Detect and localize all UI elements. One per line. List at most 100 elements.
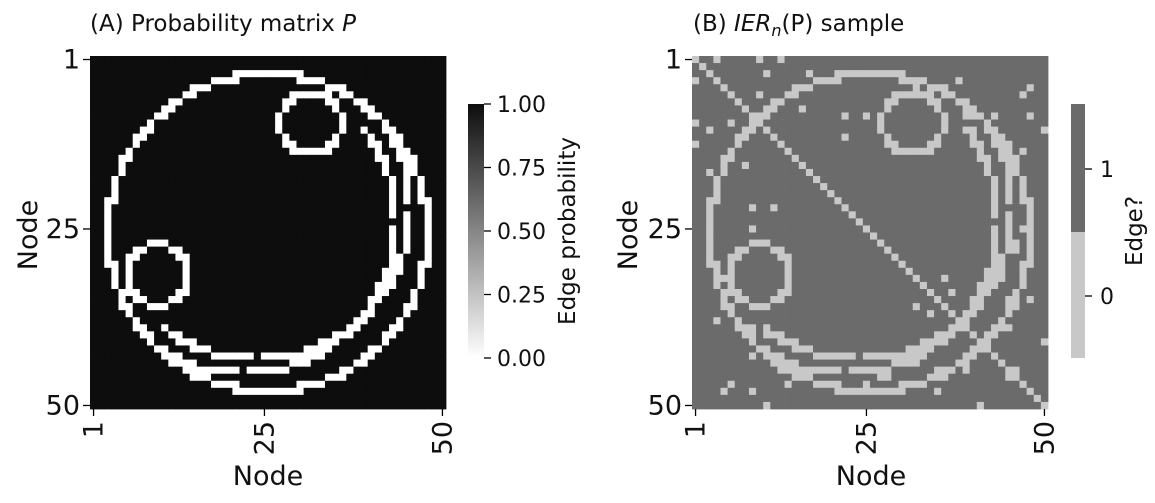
heatmap-cell <box>275 105 283 112</box>
heatmap-cell <box>368 127 376 134</box>
heatmap-cell <box>849 310 857 317</box>
heatmap-cell <box>906 367 914 374</box>
heatmap-cell <box>168 84 176 91</box>
heatmap-cell <box>842 247 850 254</box>
heatmap-cell <box>984 395 992 402</box>
heatmap-cell <box>877 134 885 141</box>
heatmap-cell <box>268 233 276 240</box>
heatmap-cell <box>190 148 198 155</box>
heatmap-cell <box>261 395 269 402</box>
heatmap-cell <box>126 374 134 381</box>
heatmap-cell <box>842 296 850 303</box>
heatmap-cell <box>425 120 433 127</box>
heatmap-cell <box>934 98 942 105</box>
heatmap-cell <box>970 296 978 303</box>
heatmap-cell <box>240 296 248 303</box>
heatmap-cell <box>375 289 383 296</box>
heatmap-cell <box>361 289 369 296</box>
heatmap-cell <box>90 77 98 84</box>
heatmap-cell <box>692 84 700 91</box>
heatmap-cell <box>332 367 340 374</box>
heatmap-cell <box>1034 331 1042 338</box>
heatmap-cell <box>296 63 304 70</box>
heatmap-cell <box>389 155 397 162</box>
heatmap-cell <box>175 282 183 289</box>
heatmap-cell <box>749 317 757 324</box>
heatmap-cell <box>756 127 764 134</box>
heatmap-cell <box>147 353 155 360</box>
heatmap-cell <box>90 197 98 204</box>
heatmap-cell <box>168 275 176 282</box>
heatmap-cell <box>706 317 714 324</box>
heatmap-cell <box>1034 303 1042 310</box>
heatmap-cell <box>720 247 728 254</box>
heatmap-cell <box>799 324 807 331</box>
heatmap-cell <box>403 374 411 381</box>
heatmap-cell <box>906 374 914 381</box>
heatmap-cell <box>1027 120 1035 127</box>
heatmap-cell <box>339 204 347 211</box>
heatmap-cell <box>834 331 842 338</box>
heatmap-cell <box>984 233 992 240</box>
heatmap-cell <box>375 77 383 84</box>
heatmap-cell <box>884 233 892 240</box>
heatmap-cell <box>770 183 778 190</box>
heatmap-cell <box>111 105 119 112</box>
heatmap-cell <box>289 211 297 218</box>
heatmap-cell <box>175 134 183 141</box>
heatmap-cell <box>799 77 807 84</box>
heatmap-cell <box>311 360 319 367</box>
heatmap-cell <box>763 317 771 324</box>
heatmap-cell <box>970 275 978 282</box>
heatmap-cell <box>311 162 319 169</box>
heatmap-cell <box>275 367 283 374</box>
heatmap-cell <box>756 345 764 352</box>
heatmap-cell <box>699 84 707 91</box>
heatmap-cell <box>304 169 312 176</box>
heatmap-cell <box>183 324 191 331</box>
heatmap-cell <box>353 247 361 254</box>
heatmap-cell <box>941 268 949 275</box>
heatmap-cell <box>389 374 397 381</box>
heatmap-cell <box>927 289 935 296</box>
heatmap-cell <box>325 169 333 176</box>
heatmap-cell <box>699 120 707 127</box>
heatmap-cell <box>118 275 126 282</box>
heatmap-cell <box>104 388 112 395</box>
heatmap-cell <box>275 183 283 190</box>
heatmap-cell <box>361 240 369 247</box>
heatmap-cell <box>382 162 390 169</box>
heatmap-cell <box>261 317 269 324</box>
heatmap-cell <box>133 127 141 134</box>
heatmap-cell <box>211 98 219 105</box>
heatmap-cell <box>856 169 864 176</box>
heatmap-cell <box>842 91 850 98</box>
heatmap-cell <box>111 360 119 367</box>
heatmap-cell <box>361 374 369 381</box>
heatmap-cell <box>1034 381 1042 388</box>
heatmap-cell <box>332 112 340 119</box>
heatmap-cell <box>941 56 949 63</box>
heatmap-cell <box>906 261 914 268</box>
heatmap-cell <box>375 155 383 162</box>
heatmap-cell <box>104 112 112 119</box>
heatmap-cell <box>311 155 319 162</box>
heatmap-cell <box>863 120 871 127</box>
heatmap-cell <box>439 197 447 204</box>
heatmap-cell <box>154 190 162 197</box>
heatmap-cell <box>111 225 119 232</box>
heatmap-cell <box>799 388 807 395</box>
heatmap-cell <box>211 190 219 197</box>
heatmap-cell <box>870 353 878 360</box>
heatmap-cell <box>970 127 978 134</box>
heatmap-cell <box>296 112 304 119</box>
heatmap-cell <box>410 261 418 268</box>
heatmap-cell <box>339 98 347 105</box>
heatmap-cell <box>311 268 319 275</box>
heatmap-cell <box>332 197 340 204</box>
heatmap-cell <box>111 388 119 395</box>
heatmap-cell <box>834 317 842 324</box>
heatmap-cell <box>955 353 963 360</box>
heatmap-cell <box>410 374 418 381</box>
heatmap-cell <box>970 211 978 218</box>
